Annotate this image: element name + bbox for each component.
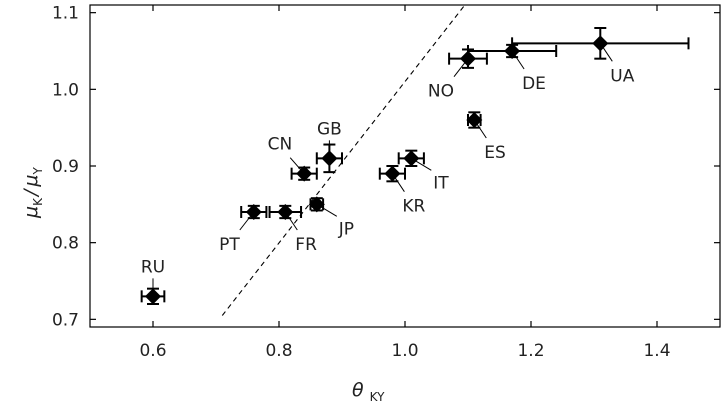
diamond-marker-de [504,43,521,59]
y-tick-label: 0.7 [52,310,79,330]
tick-labels: 0.6 0.8 1.0 1.2 1.4 0.7 0.8 0.9 1.0 1.1 [52,4,671,361]
point-label-pt: PT [219,235,240,255]
diamond-marker-it [403,150,420,167]
x-tick-label: 1.0 [391,341,418,361]
plot-frame [89,4,721,328]
diamond-marker-jp [308,196,325,213]
x-tick-label: 1.2 [517,341,544,361]
dashed-reference-line [221,4,466,316]
y-axis-slash: / [20,187,42,198]
diamond-marker-fr [277,204,294,220]
diamond-marker-ua [592,35,609,52]
diamond-marker-no [460,50,476,67]
x-axis-symbol: θ [352,379,364,401]
y-tick-label: 0.9 [52,157,79,177]
point-label-ua: UA [610,66,634,86]
point-label-no: NO [428,82,454,102]
x-tick-label: 1.4 [643,341,670,361]
y-tick-label: 1.0 [52,80,79,100]
point-label-fr: FR [295,235,317,255]
x-tick-label: 0.6 [139,341,166,361]
diamond-marker-es [466,112,483,128]
point-labels: RU PT FR JP CN GB KR IT ES NO DE UA [141,66,635,277]
y-axis-sub-1: K [31,197,45,206]
diamond-marker-gb [321,150,338,167]
y-axis-title: μK/μY [20,167,45,219]
y-axis-symbol-2: μ [20,175,42,188]
point-label-it: IT [433,173,449,193]
diamond-marker-kr [384,165,401,182]
point-label-gb: GB [317,119,342,139]
x-tick-label: 0.8 [265,341,292,361]
point-label-jp: JP [338,219,354,239]
diamond-marker-cn [296,165,313,182]
point-label-es: ES [484,143,506,163]
point-label-cn: CN [268,135,293,155]
y-axis-sub-2: Y [31,167,45,176]
x-axis-title: θ KY [352,379,385,404]
x-axis-subscript: KY [370,390,385,404]
y-tick-label: 1.1 [52,4,79,24]
diamond-marker-pt [245,204,262,220]
point-label-de: DE [522,74,546,94]
data-markers [145,35,609,305]
y-axis-symbol-1: μ [20,206,42,219]
point-label-ru: RU [141,257,165,277]
error-bars [140,27,690,305]
reference-line [221,4,466,316]
diamond-marker-ru [145,288,161,305]
y-tick-label: 0.8 [52,234,79,254]
axis-ticks [90,5,720,327]
point-label-kr: KR [402,197,425,217]
